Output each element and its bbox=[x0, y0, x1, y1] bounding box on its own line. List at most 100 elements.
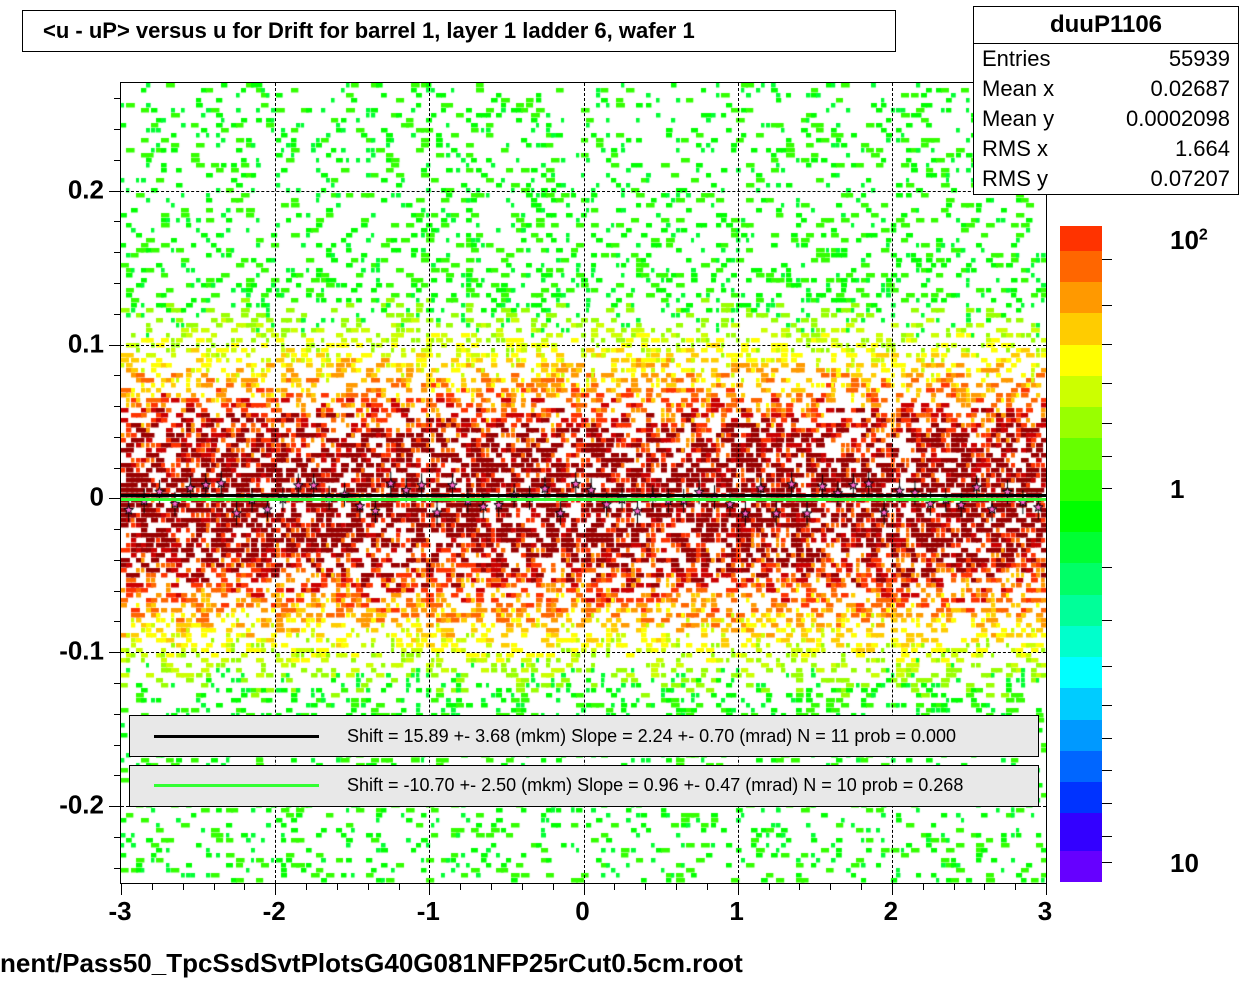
stats-row: Entries55939 bbox=[974, 44, 1238, 74]
grid-line-v bbox=[892, 83, 893, 883]
tick-x-minor bbox=[183, 883, 184, 890]
tick-x-minor bbox=[275, 883, 276, 890]
tick-x-minor bbox=[553, 883, 554, 890]
colorbar bbox=[1060, 226, 1102, 882]
colorbar-segment bbox=[1060, 313, 1102, 344]
plot-frame: Shift = 15.89 +- 3.68 (mkm) Slope = 2.24… bbox=[120, 82, 1047, 884]
colorbar-segment bbox=[1060, 751, 1102, 782]
tick-x-minor bbox=[799, 883, 800, 890]
colorbar-segment bbox=[1060, 438, 1102, 469]
colorbar-tick bbox=[1102, 305, 1112, 306]
colorbar-segment bbox=[1060, 282, 1102, 313]
colorbar-segment bbox=[1060, 532, 1102, 563]
tick-x-minor bbox=[861, 883, 862, 890]
colorbar-segment bbox=[1060, 376, 1102, 407]
stats-label: Mean y bbox=[982, 106, 1054, 132]
grid-line-v bbox=[275, 83, 276, 883]
stats-value: 0.02687 bbox=[1150, 76, 1230, 102]
colorbar-segment bbox=[1060, 470, 1102, 501]
stats-value: 0.07207 bbox=[1150, 166, 1230, 192]
tick-x-minor bbox=[429, 883, 430, 890]
tick-y-minor bbox=[114, 529, 121, 530]
tick-x-minor bbox=[491, 883, 492, 890]
tick-y-minor bbox=[114, 129, 121, 130]
legend-line bbox=[154, 784, 319, 787]
tick-x-minor bbox=[460, 883, 461, 890]
stats-label: RMS y bbox=[982, 166, 1048, 192]
colorbar-segment bbox=[1060, 563, 1102, 594]
tick-x-minor bbox=[214, 883, 215, 890]
x-axis-label: 3 bbox=[1038, 896, 1052, 927]
colorbar-tick bbox=[1102, 488, 1112, 489]
tick-y-minor bbox=[114, 621, 121, 622]
colorbar-tick bbox=[1102, 456, 1112, 457]
tick-y-minor bbox=[114, 468, 121, 469]
legend-line bbox=[154, 735, 319, 738]
stats-value: 0.0002098 bbox=[1126, 106, 1230, 132]
x-axis-label: 1 bbox=[729, 896, 743, 927]
tick-y-minor bbox=[114, 683, 121, 684]
colorbar-label: 102 bbox=[1170, 225, 1208, 256]
tick-x-minor bbox=[984, 883, 985, 890]
tick-y-minor bbox=[114, 745, 121, 746]
stats-row: RMS x1.664 bbox=[974, 134, 1238, 164]
tick-y-minor bbox=[114, 560, 121, 561]
colorbar-tick bbox=[1102, 836, 1112, 837]
colorbar-segment bbox=[1060, 501, 1102, 532]
colorbar-tick bbox=[1102, 620, 1112, 621]
tick-y-minor bbox=[114, 775, 121, 776]
tick-x-minor bbox=[1046, 883, 1047, 890]
tick-x-minor bbox=[306, 883, 307, 890]
tick-x-minor bbox=[399, 883, 400, 890]
tick-x-minor bbox=[244, 883, 245, 890]
colorbar-segment bbox=[1060, 407, 1102, 438]
tick-x-minor bbox=[830, 883, 831, 890]
tick-x-minor bbox=[121, 883, 122, 890]
tick-x-minor bbox=[923, 883, 924, 890]
tick-y-minor bbox=[114, 160, 121, 161]
fit-line bbox=[121, 498, 1046, 501]
tick-x-minor bbox=[368, 883, 369, 890]
colorbar-segment bbox=[1060, 595, 1102, 626]
legend-entry: Shift = -10.70 +- 2.50 (mkm) Slope = 0.9… bbox=[129, 765, 1039, 807]
legend-entry: Shift = 15.89 +- 3.68 (mkm) Slope = 2.24… bbox=[129, 715, 1039, 757]
colorbar-segment bbox=[1060, 782, 1102, 813]
colorbar-segment bbox=[1060, 251, 1102, 282]
colorbar-segment bbox=[1060, 626, 1102, 657]
footer-filename: nent/Pass50_TpcSsdSvtPlotsG40G081NFP25rC… bbox=[0, 948, 743, 979]
colorbar-tick bbox=[1102, 567, 1112, 568]
y-axis-label: 0 bbox=[90, 482, 104, 513]
tick-y-minor bbox=[114, 837, 121, 838]
chart-title-box: <u - uP> versus u for Drift for barrel 1… bbox=[22, 10, 896, 52]
tick-x-minor bbox=[152, 883, 153, 890]
x-axis-label: -1 bbox=[417, 896, 440, 927]
x-axis-label: 0 bbox=[575, 896, 589, 927]
tick-x-minor bbox=[645, 883, 646, 890]
stats-label: Mean x bbox=[982, 76, 1054, 102]
colorbar-segment bbox=[1060, 226, 1102, 251]
colorbar-segment bbox=[1060, 688, 1102, 719]
colorbar-segment bbox=[1060, 657, 1102, 688]
stats-value: 1.664 bbox=[1175, 136, 1230, 162]
grid-line-v bbox=[738, 83, 739, 883]
tick-y-minor bbox=[114, 98, 121, 99]
tick-x-minor bbox=[892, 883, 893, 890]
colorbar-segment bbox=[1060, 345, 1102, 376]
colorbar-tick bbox=[1102, 344, 1112, 345]
colorbar-label: 10 bbox=[1170, 848, 1199, 879]
stats-box: duuP1106 Entries55939Mean x 0.02687 Mean y… bbox=[973, 6, 1239, 195]
tick-y-minor bbox=[114, 191, 121, 192]
colorbar-segment bbox=[1060, 720, 1102, 751]
tick-x-minor bbox=[707, 883, 708, 890]
x-axis-label: -2 bbox=[263, 896, 286, 927]
stats-name: duuP1106 bbox=[974, 7, 1238, 44]
grid-line-h bbox=[121, 652, 1046, 653]
tick-x-minor bbox=[337, 883, 338, 890]
colorbar-tick bbox=[1102, 738, 1112, 739]
colorbar-segment bbox=[1060, 813, 1102, 850]
x-axis-label: -3 bbox=[108, 896, 131, 927]
tick-y-minor bbox=[114, 806, 121, 807]
tick-y-minor bbox=[114, 868, 121, 869]
tick-x-minor bbox=[522, 883, 523, 890]
tick-y-minor bbox=[114, 221, 121, 222]
